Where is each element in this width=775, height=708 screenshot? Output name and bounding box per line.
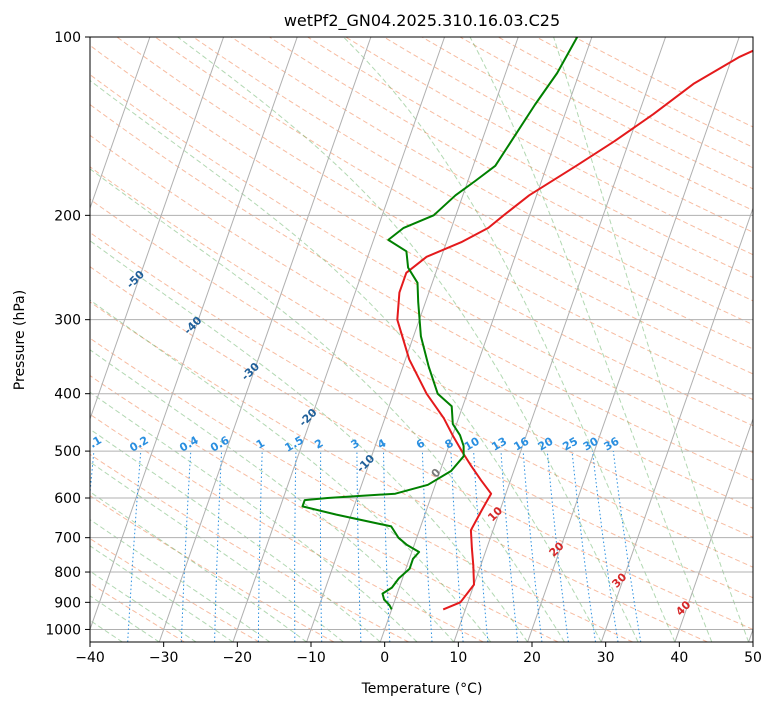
isotherm bbox=[158, 37, 372, 642]
dry-adiabat bbox=[90, 198, 753, 568]
moist-adiabat bbox=[90, 240, 529, 642]
y-tick-label: 100 bbox=[54, 30, 81, 46]
dry-adiabat bbox=[269, 37, 753, 302]
dry-adiabat bbox=[116, 37, 753, 401]
x-tick-label: −30 bbox=[149, 650, 179, 666]
moist-adiabat bbox=[90, 491, 307, 642]
dry-adiabat bbox=[90, 495, 335, 642]
dry-adiabat bbox=[90, 74, 753, 454]
y-tick-label: 900 bbox=[54, 595, 81, 611]
dry-adiabat bbox=[497, 37, 753, 169]
isotherm bbox=[306, 37, 519, 642]
dry-adiabat bbox=[383, 37, 753, 233]
isotherm bbox=[90, 37, 225, 421]
y-axis-label: Pressure (hPa) bbox=[12, 290, 28, 390]
moist-adiabat bbox=[177, 37, 639, 642]
isotherm bbox=[453, 37, 667, 642]
plot-frame bbox=[89, 36, 754, 643]
dry-adiabat bbox=[90, 44, 753, 427]
y-tick-label: 700 bbox=[54, 531, 81, 547]
x-tick-label: 30 bbox=[597, 650, 615, 666]
isobars bbox=[90, 37, 753, 630]
series-temperature bbox=[396, 49, 753, 611]
mixing-ratio-line bbox=[522, 451, 543, 642]
moist-adiabat bbox=[343, 37, 676, 642]
y-tick-label: 200 bbox=[54, 208, 81, 224]
dry-adiabat bbox=[90, 301, 708, 642]
x-tick-label: 20 bbox=[523, 650, 541, 666]
isotherm bbox=[379, 37, 593, 642]
moist-adiabat bbox=[90, 461, 344, 642]
moist-adiabat bbox=[90, 391, 418, 642]
dry-adiabat bbox=[231, 37, 753, 326]
isotherm bbox=[90, 37, 298, 631]
y-tick-label: 400 bbox=[54, 387, 81, 403]
dry-adiabats bbox=[90, 37, 753, 642]
moist-adiabat bbox=[553, 37, 750, 642]
x-axis-label: Temperature (°C) bbox=[361, 681, 483, 697]
dry-adiabat bbox=[536, 37, 753, 148]
moist-adiabat bbox=[90, 349, 455, 642]
moist-adiabat bbox=[90, 519, 271, 642]
isotherm bbox=[527, 37, 740, 642]
mixing-ratio-line bbox=[571, 451, 596, 642]
isotherms bbox=[90, 37, 753, 642]
dry-adiabat bbox=[90, 103, 753, 481]
series-dewpoint bbox=[301, 37, 579, 610]
dry-adiabat bbox=[90, 166, 753, 538]
y-axis-ticks: 100 200 300 400 500 600 700 800 900 1000 bbox=[45, 30, 90, 638]
x-axis-ticks: −40 −30 −20 −10 0 10 20 30 40 50 bbox=[75, 642, 762, 666]
dry-adiabat bbox=[421, 37, 753, 211]
dry-adiabat bbox=[345, 37, 753, 256]
plot-content: 0.10.20.40.611.52346810131620253036-100-… bbox=[90, 37, 753, 642]
y-tick-label: 1000 bbox=[45, 622, 81, 638]
x-tick-label: 50 bbox=[744, 650, 762, 666]
isotherm bbox=[232, 37, 446, 642]
y-tick-label: 800 bbox=[54, 565, 81, 581]
y-tick-label: 600 bbox=[54, 491, 81, 507]
moist-adiabat bbox=[90, 428, 381, 642]
dry-adiabat bbox=[90, 231, 753, 599]
isotherm bbox=[600, 206, 753, 642]
x-tick-label: −40 bbox=[75, 650, 105, 666]
dry-adiabat bbox=[192, 37, 753, 350]
x-tick-label: 0 bbox=[380, 650, 389, 666]
dry-adiabat bbox=[90, 337, 633, 642]
isotherm bbox=[90, 37, 151, 210]
chart-title: wetPf2_GN04.2025.310.16.03.C25 bbox=[284, 11, 560, 31]
x-tick-label: −20 bbox=[223, 650, 253, 666]
y-tick-label: 500 bbox=[54, 444, 81, 460]
moist-adiabat bbox=[469, 37, 713, 642]
profile-series bbox=[301, 37, 753, 611]
mixing-ratio-line bbox=[612, 451, 642, 642]
x-tick-label: 10 bbox=[449, 650, 467, 666]
dry-adiabat bbox=[90, 266, 753, 630]
moist-adiabat bbox=[90, 168, 565, 642]
x-tick-label: −10 bbox=[296, 650, 326, 666]
dry-adiabat bbox=[90, 537, 260, 642]
isotherm bbox=[674, 417, 753, 642]
mixing-ratio-line bbox=[592, 451, 619, 642]
moist-adiabats bbox=[90, 37, 750, 642]
mixing-ratio-line bbox=[546, 451, 569, 642]
y-tick-label: 300 bbox=[54, 313, 81, 329]
dry-adiabat bbox=[90, 134, 753, 509]
x-tick-label: 40 bbox=[670, 650, 688, 666]
mixing-ratio-lines bbox=[90, 451, 642, 642]
